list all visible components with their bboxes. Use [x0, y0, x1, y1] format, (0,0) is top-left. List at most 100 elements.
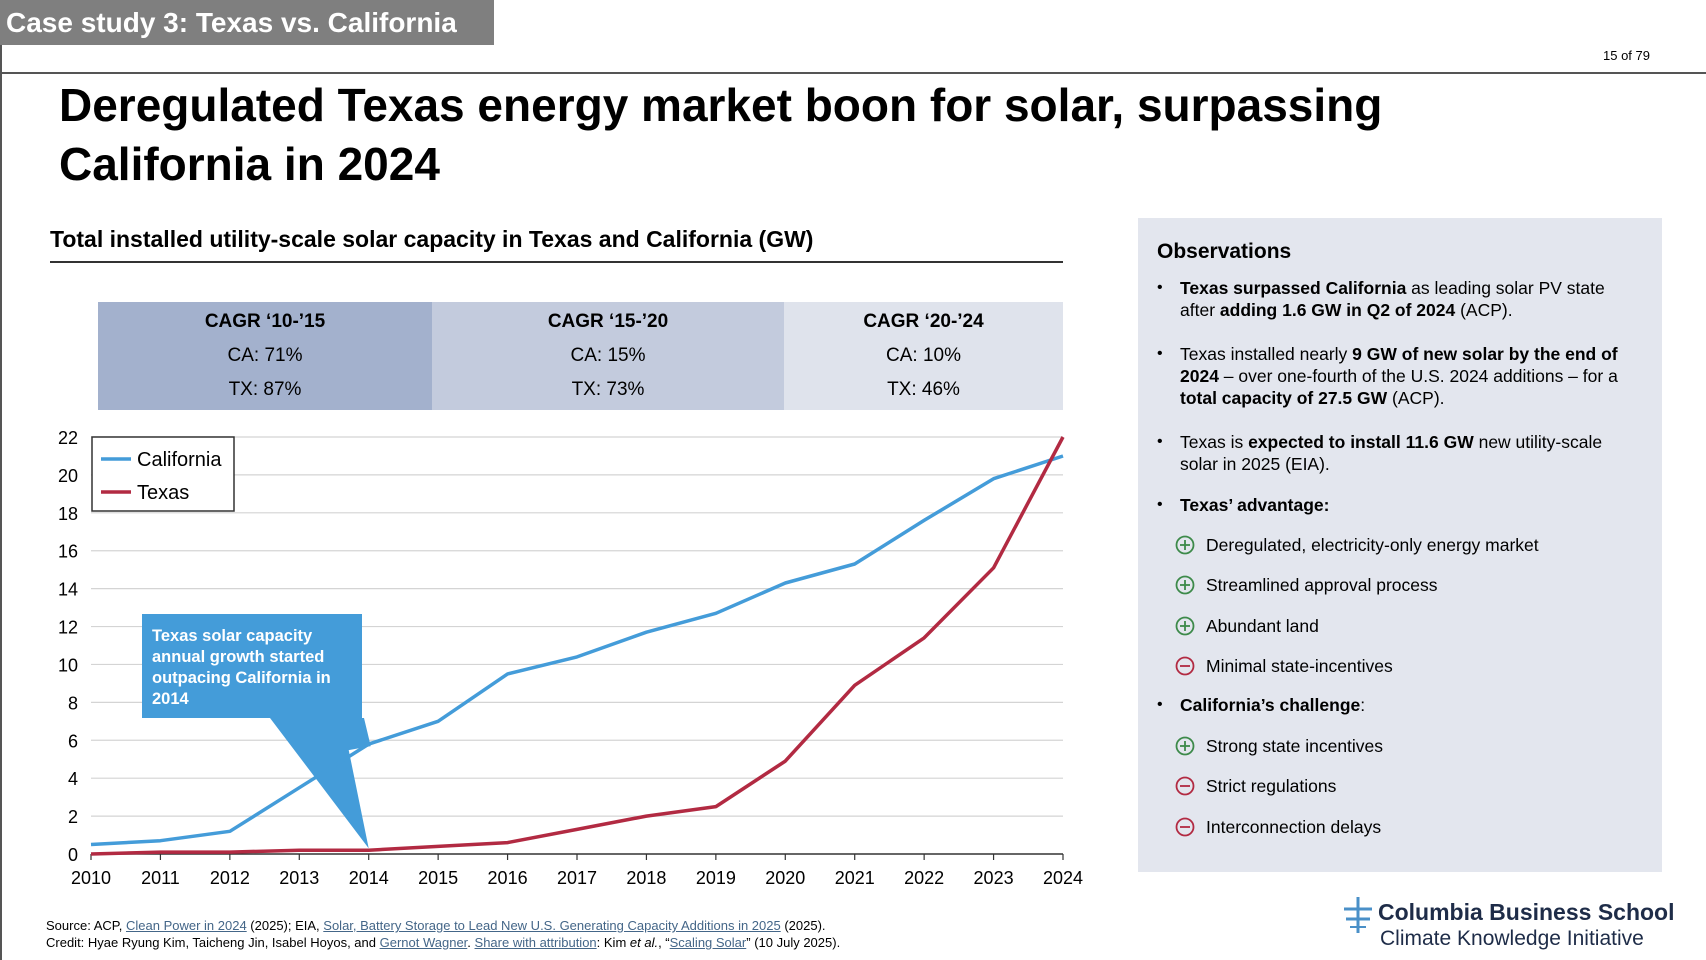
logo-subtitle: Climate Knowledge Initiative: [1380, 927, 1644, 950]
observation-text: California’s challenge:: [1180, 695, 1366, 715]
observations-title: Observations: [1157, 240, 1292, 263]
legend-box: [91, 436, 235, 512]
x-tick-label: 2013: [279, 868, 319, 888]
x-tick-label: 2019: [696, 868, 736, 888]
x-tick-label: 2024: [1043, 868, 1083, 888]
observation-text: Texas’ advantage:: [1180, 495, 1330, 515]
y-tick-label: 12: [58, 618, 78, 638]
cagr-tx-value: TX: 73%: [571, 379, 645, 400]
y-tick-label: 6: [68, 731, 78, 751]
cagr-ca-value: CA: 71%: [227, 345, 303, 366]
observation-item-text: Interconnection delays: [1206, 816, 1382, 837]
callout-line4: 2014: [152, 690, 190, 708]
cagr-header: CAGR ‘15-’20: [547, 311, 669, 332]
plus-circle-icon: [1175, 736, 1195, 756]
cagr-column-2015-2020: CAGR ‘15-’20 CA: 15% TX: 73%: [432, 302, 784, 410]
x-tick-label: 2017: [557, 868, 597, 888]
minus-circle-icon: [1175, 817, 1195, 836]
slide-title: Deregulated Texas energy market boon for…: [59, 76, 1559, 194]
cagr-header: CAGR ‘10-’15: [204, 311, 326, 332]
x-tick-label: 2011: [141, 868, 180, 888]
cagr-table: CAGR ‘10-’15 CA: 71% TX: 87% CAGR ‘15-’2…: [98, 302, 1063, 410]
x-tick-label: 2021: [835, 868, 875, 888]
y-tick-label: 10: [58, 655, 78, 675]
plus-circle-icon: [1175, 535, 1195, 555]
y-tick-label: 16: [58, 542, 78, 562]
callout-box: [142, 614, 371, 849]
cagr-ca-value: CA: 15%: [570, 345, 646, 366]
x-tick-label: 2018: [626, 868, 666, 888]
bullet-dot: •: [1157, 496, 1163, 513]
x-axis-ticks: 2010 2011 2012 2013 2014 2015 2016 2017 2018 2019…: [71, 854, 1083, 888]
observation-item-text: Minimal state-incentives: [1206, 655, 1393, 676]
observations-panel: [1138, 218, 1662, 872]
slide-title-line1: Deregulated Texas energy market boon for…: [59, 79, 1383, 131]
observation-item-text: Strict regulations: [1206, 776, 1337, 797]
paper-link[interactable]: Scaling Solar: [669, 935, 747, 950]
x-tick-label: 2022: [904, 868, 944, 888]
series-line-texas: [90, 436, 1065, 856]
x-tick-label: 2020: [765, 868, 805, 888]
footer-source: Source: ACP, Clean Power in 2024 (2025);…: [46, 918, 826, 933]
chart-series: [90, 436, 1065, 856]
legend-label-california: California: [137, 449, 222, 471]
observation-item-text: Strong state incentives: [1206, 736, 1384, 756]
minus-circle-icon: [1175, 656, 1195, 676]
x-tick-label: 2014: [349, 868, 389, 888]
observation-item-text: Streamlined approval process: [1206, 575, 1438, 596]
observation-text: Texas surpassed California as leading so…: [1180, 278, 1605, 320]
observation-text: Texas is expected to install 11.6 GW new…: [1180, 432, 1603, 474]
y-tick-label: 8: [68, 693, 78, 713]
bullet-dot: •: [1157, 345, 1163, 362]
source-link-eia[interactable]: Solar, Battery Storage to Lead New U.S. …: [323, 918, 781, 933]
y-axis-ticks: 0 2 4 6 8 10 12 14 16 18 20 22: [58, 428, 78, 865]
cagr-column-2010-2015: CAGR ‘10-’15 CA: 71% TX: 87%: [98, 302, 432, 410]
callout-pointer-box: [142, 614, 371, 849]
bullet-dot: •: [1157, 433, 1163, 450]
x-tick-label: 2023: [974, 868, 1014, 888]
plus-circle-icon: [1175, 616, 1195, 635]
slide-title-line2: California in 2024: [59, 138, 440, 190]
bullet-dot: •: [1157, 696, 1163, 713]
x-tick-label: 2016: [488, 868, 528, 888]
credit-link-wagner[interactable]: Gernot Wagner: [379, 935, 468, 950]
y-tick-label: 4: [68, 769, 78, 789]
chart-title-divider: [50, 261, 1063, 263]
bullet-dot: •: [1157, 279, 1163, 296]
chart-title: Total installed utility-scale solar capa…: [50, 226, 814, 252]
header-divider: [0, 72, 1706, 74]
minus-circle-icon: [1175, 776, 1195, 796]
callout-line2: annual growth started: [152, 648, 324, 666]
legend-label-texas: Texas: [137, 482, 189, 504]
x-tick-label: 2010: [71, 868, 111, 888]
left-border: [0, 0, 2, 960]
x-tick-label: 2012: [210, 868, 250, 888]
chart-legend: California Texas: [91, 436, 235, 512]
footer-credit: Credit: Hyae Ryung Kim, Taicheng Jin, Is…: [46, 935, 841, 950]
section-tag: Case study 3: Texas vs. California: [0, 0, 494, 45]
plus-circle-icon: [1175, 575, 1195, 595]
cagr-tx-value: TX: 87%: [228, 379, 302, 400]
observation-item-text: Abundant land: [1206, 615, 1319, 636]
y-tick-label: 20: [58, 466, 78, 486]
page-number: 15 of 79: [1603, 48, 1650, 63]
cagr-column-2020-2024: CAGR ‘20-’24 CA: 10% TX: 46%: [784, 302, 1063, 410]
y-tick-label: 18: [58, 504, 78, 524]
cagr-header: CAGR ‘20-’24: [863, 311, 984, 332]
source-link-clean-power[interactable]: Clean Power in 2024: [125, 918, 247, 933]
y-tick-label: 22: [58, 428, 78, 448]
y-tick-label: 2: [68, 807, 78, 827]
y-tick-label: 0: [68, 845, 78, 865]
observation-item-text: Deregulated, electricity-only energy mar…: [1206, 535, 1539, 555]
observation-text: Texas installed nearly 9 GW of new solar…: [1180, 344, 1618, 408]
x-tick-label: 2015: [418, 868, 458, 888]
columbia-crown-icon: [1344, 897, 1372, 933]
callout-line3: outpacing California in: [152, 669, 331, 687]
logo-name: Columbia Business School: [1378, 899, 1675, 925]
cagr-ca-value: CA: 10%: [886, 345, 961, 366]
y-tick-label: 14: [58, 580, 78, 600]
cagr-tx-value: TX: 46%: [887, 379, 960, 400]
callout-line1: Texas solar capacity: [152, 627, 313, 645]
share-link[interactable]: Share with attribution: [474, 935, 597, 950]
